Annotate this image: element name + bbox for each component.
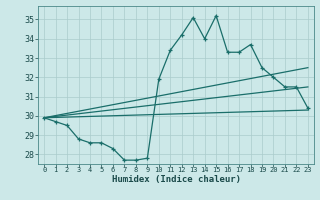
X-axis label: Humidex (Indice chaleur): Humidex (Indice chaleur) bbox=[111, 175, 241, 184]
